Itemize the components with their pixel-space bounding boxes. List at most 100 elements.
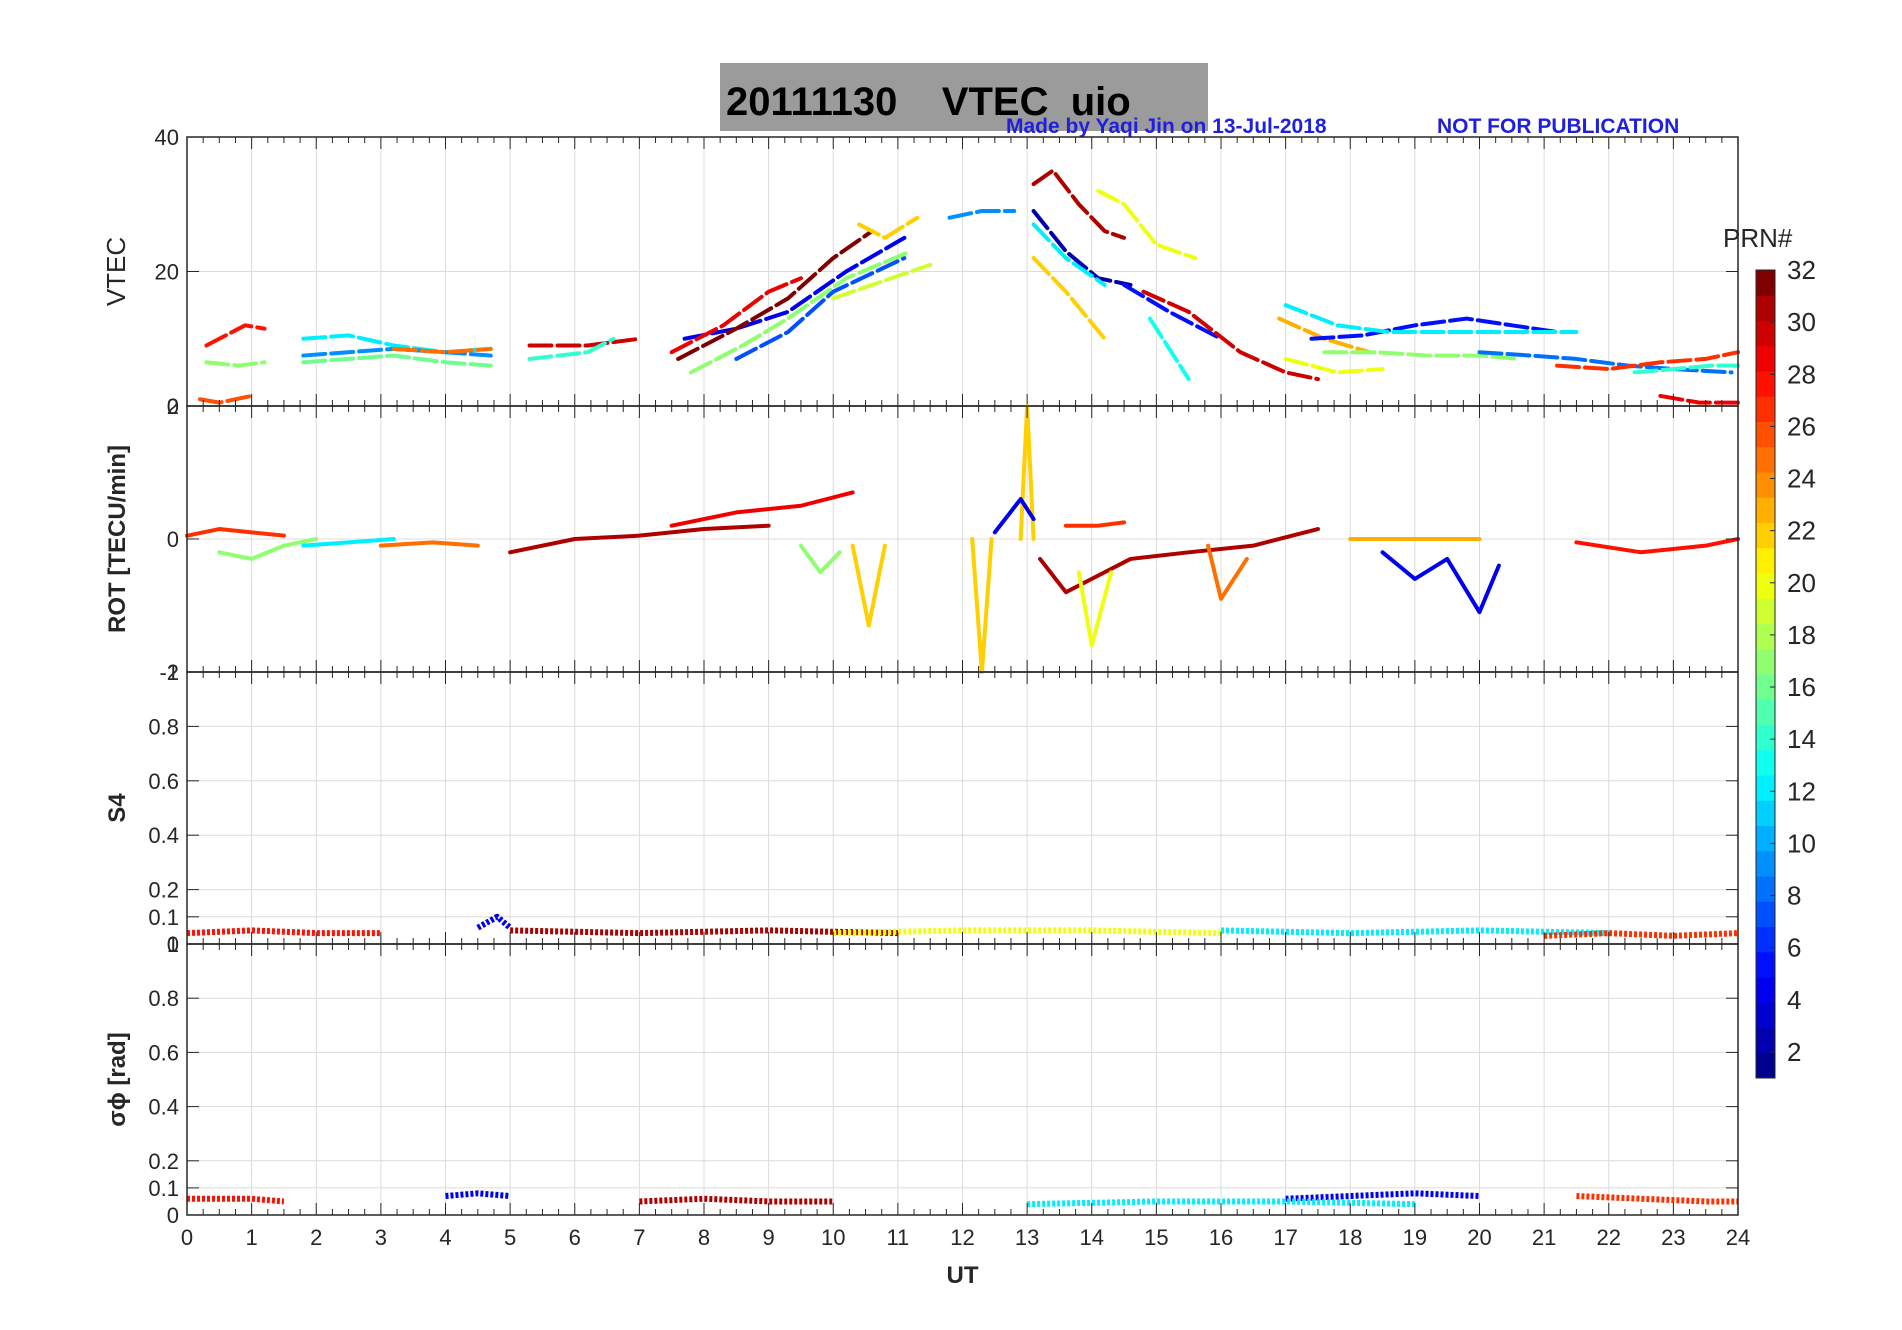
x-tick-label: 17 bbox=[1273, 1225, 1297, 1250]
series-points-prn-28 bbox=[187, 1195, 285, 1205]
series-line-prn-4 bbox=[682, 235, 907, 341]
series-line-prn-17 bbox=[1322, 350, 1521, 361]
x-tick-label: 18 bbox=[1338, 1225, 1362, 1250]
colorbar-segment bbox=[1756, 598, 1775, 624]
colorbar-segment bbox=[1756, 926, 1775, 953]
figure-title: 20111130 VTEC uio bbox=[726, 80, 1131, 124]
colorbar-segment bbox=[1756, 295, 1775, 321]
x-tick-label: 11 bbox=[886, 1225, 909, 1250]
series-line-prn-13 bbox=[1147, 316, 1191, 382]
panel-rot: -202 ROT [TECU/min] bbox=[104, 394, 1740, 685]
sigma_phi-y-axis: 00.10.20.40.60.81 bbox=[148, 932, 1738, 1228]
colorbar-tick-label: 14 bbox=[1787, 724, 1816, 754]
colorbar-segment bbox=[1756, 547, 1775, 574]
series-line-prn-22 bbox=[1031, 256, 1107, 341]
x-axis-label: UT bbox=[947, 1262, 979, 1289]
series-line-prn-14 bbox=[527, 336, 616, 361]
y-tick-label: 0.2 bbox=[148, 1149, 179, 1174]
rot-grid bbox=[186, 405, 1739, 673]
colorbar-tick-label: 8 bbox=[1787, 881, 1801, 911]
x-tick-label: 16 bbox=[1209, 1225, 1233, 1250]
series-line-prn-17 bbox=[217, 537, 319, 561]
colorbar-segment bbox=[1756, 446, 1775, 473]
colorbar-segment bbox=[1756, 573, 1775, 599]
colorbar-segment bbox=[1756, 674, 1775, 700]
y-tick-label: 0 bbox=[167, 527, 179, 552]
series-points-prn-27 bbox=[1576, 1193, 1738, 1205]
colorbar-segment bbox=[1756, 724, 1775, 751]
colorbar-title: PRN# bbox=[1723, 223, 1793, 253]
colorbar-segment bbox=[1756, 876, 1775, 902]
y-tick-label: 1 bbox=[167, 932, 179, 957]
series-line-prn-22 bbox=[850, 543, 887, 628]
publication-note: NOT FOR PUBLICATION bbox=[1437, 115, 1680, 138]
y-tick-label: 0 bbox=[167, 394, 179, 419]
s4-series bbox=[186, 913, 1739, 939]
x-tick-label: 7 bbox=[633, 1225, 645, 1250]
colorbar-segment bbox=[1756, 901, 1775, 927]
series-line-prn-22 bbox=[970, 537, 994, 674]
series-line-prn-29 bbox=[1658, 393, 1740, 405]
colorbar-segment bbox=[1756, 1052, 1775, 1079]
x-tick-label: 10 bbox=[821, 1225, 845, 1250]
colorbar-tick-label: 24 bbox=[1787, 464, 1816, 494]
series-line-prn-5 bbox=[1309, 316, 1560, 341]
rot-y-axis: -202 bbox=[159, 394, 1738, 685]
colorbar-tick-label: 6 bbox=[1787, 933, 1801, 963]
colorbar-segment bbox=[1756, 850, 1775, 877]
colorbar-tick-label: 4 bbox=[1787, 985, 1801, 1015]
colorbar-segment bbox=[1756, 825, 1775, 852]
panel-s4: 00.10.2 0.4 0.6 0.8 1 S4 bbox=[104, 660, 1739, 957]
series-line-prn-30 bbox=[1141, 289, 1320, 382]
y-tick-label: 1 bbox=[167, 660, 179, 685]
series-line-prn-4 bbox=[992, 497, 1036, 535]
colorbar-frame bbox=[1755, 269, 1776, 1079]
colorbar-segment bbox=[1756, 623, 1775, 650]
series-points-prn-27 bbox=[1543, 930, 1739, 939]
x-tick-label: 20 bbox=[1467, 1225, 1491, 1250]
series-line-prn-26 bbox=[197, 393, 254, 405]
series-line-prn-27 bbox=[1063, 520, 1127, 528]
x-tick-label: 5 bbox=[504, 1225, 516, 1250]
series-line-prn-32 bbox=[676, 229, 875, 361]
x-tick-label: 6 bbox=[569, 1225, 581, 1250]
s4-ylabel: S4 bbox=[104, 793, 131, 823]
colorbar-segment bbox=[1756, 800, 1775, 826]
x-tick-label: 19 bbox=[1403, 1225, 1427, 1250]
x-tick-label: 24 bbox=[1726, 1225, 1750, 1250]
series-line-prn-31 bbox=[508, 523, 771, 555]
rot-series bbox=[185, 404, 1740, 674]
series-line-prn-20 bbox=[1076, 570, 1114, 648]
colorbar-segment bbox=[1756, 699, 1775, 725]
x-tick-label: 12 bbox=[950, 1225, 974, 1250]
series-line-prn-2 bbox=[1031, 208, 1133, 287]
y-tick-label: 0.1 bbox=[148, 905, 179, 930]
series-line-prn-16 bbox=[301, 353, 493, 368]
colorbar-segment bbox=[1756, 775, 1775, 801]
colorbar-segment bbox=[1756, 371, 1775, 397]
x-tick-label: 22 bbox=[1597, 1225, 1621, 1250]
vtec-series bbox=[197, 168, 1740, 405]
colorbar-segment bbox=[1756, 396, 1775, 422]
series-line-prn-4 bbox=[1380, 550, 1501, 615]
series-line-prn-29 bbox=[669, 490, 855, 528]
y-tick-label: 2 bbox=[167, 394, 179, 419]
sigma_phi-series bbox=[187, 1190, 1738, 1208]
series-line-prn-19 bbox=[831, 262, 933, 301]
series-line-prn-25 bbox=[1206, 543, 1249, 601]
series-line-prn-9 bbox=[947, 208, 1017, 220]
x-tick-label: 21 bbox=[1532, 1225, 1556, 1250]
s4-grid bbox=[186, 671, 1739, 945]
x-tick-label: 3 bbox=[375, 1225, 387, 1250]
rot-ylabel: ROT [TECU/min] bbox=[104, 445, 131, 633]
y-tick-label: 40 bbox=[155, 125, 179, 150]
x-tick-label: 23 bbox=[1661, 1225, 1685, 1250]
series-line-prn-14 bbox=[1632, 363, 1740, 375]
colorbar-segment bbox=[1756, 345, 1775, 372]
series-line-prn-20 bbox=[1283, 356, 1385, 375]
colorbar-tick-label: 32 bbox=[1787, 255, 1816, 285]
colorbar-segment bbox=[1756, 270, 1775, 296]
